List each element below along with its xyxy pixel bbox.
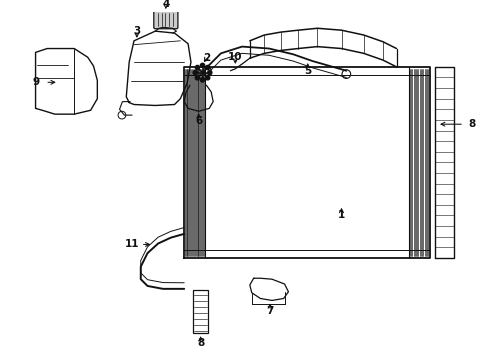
Text: 2: 2 xyxy=(203,53,210,63)
Text: 9: 9 xyxy=(33,77,40,87)
Text: 1: 1 xyxy=(338,210,345,220)
Circle shape xyxy=(196,66,199,70)
Text: 11: 11 xyxy=(125,239,139,249)
Text: 10: 10 xyxy=(228,52,243,62)
Circle shape xyxy=(200,78,205,82)
Text: 6: 6 xyxy=(195,116,202,126)
Text: 8: 8 xyxy=(197,338,204,348)
Text: 7: 7 xyxy=(267,306,274,316)
Circle shape xyxy=(208,71,212,75)
Text: 4: 4 xyxy=(162,0,170,9)
Circle shape xyxy=(205,66,210,70)
FancyBboxPatch shape xyxy=(154,10,178,29)
Text: 5: 5 xyxy=(304,66,311,76)
Circle shape xyxy=(193,71,197,75)
Bar xyxy=(193,290,208,333)
Text: 3: 3 xyxy=(133,26,141,36)
Circle shape xyxy=(196,76,199,80)
Text: 8: 8 xyxy=(468,119,475,129)
Circle shape xyxy=(200,63,205,68)
Circle shape xyxy=(205,76,210,80)
